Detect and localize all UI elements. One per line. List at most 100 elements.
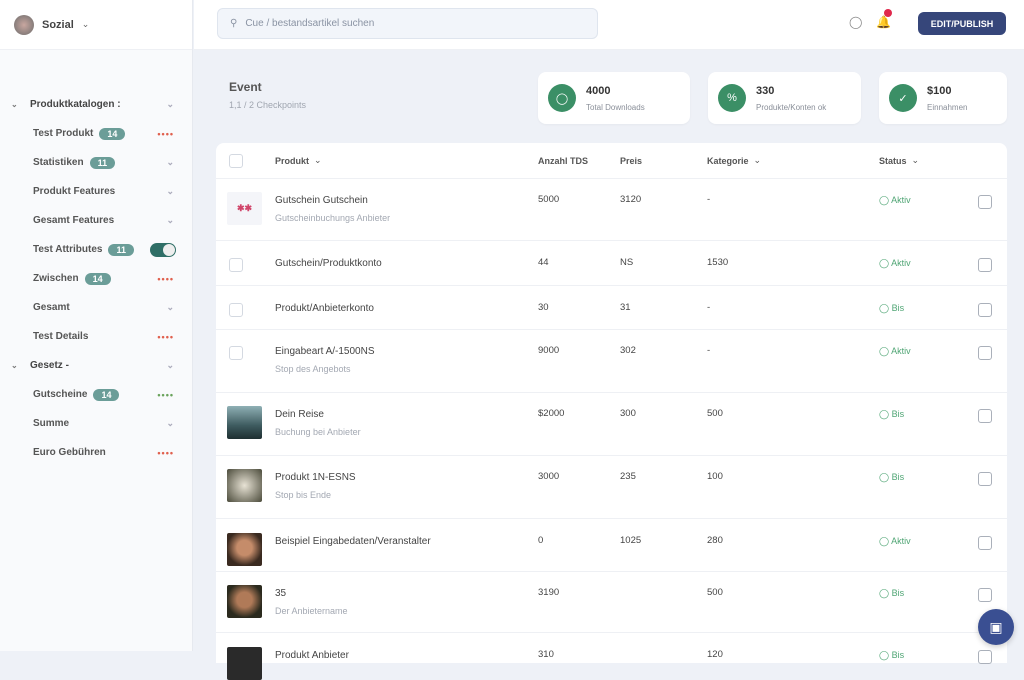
count-badge: 14 <box>84 272 111 285</box>
more-icon[interactable]: •••• <box>157 128 174 139</box>
count-badge: 11 <box>89 156 116 169</box>
status-text: Bis <box>891 472 905 482</box>
product-name[interactable]: Gutschein Gutschein <box>275 195 368 206</box>
more-icon[interactable]: •••• <box>157 331 174 342</box>
sidebar-item[interactable]: Test Details •••• <box>0 322 192 351</box>
status-text: Bis <box>891 650 905 660</box>
column-label: Produkt <box>275 155 310 166</box>
stat-label: Einnahmen <box>927 102 968 112</box>
more-icon[interactable]: •••• <box>157 273 174 284</box>
table-row[interactable]: Produkt/Anbieterkonto 30 31 - ◯ Bis <box>216 285 1007 329</box>
row-action-checkbox[interactable] <box>978 195 992 209</box>
edit-publish-button[interactable]: EDIT/PUBLISH <box>918 12 1006 35</box>
product-name[interactable]: Produkt Anbieter <box>275 650 349 661</box>
product-name[interactable]: Dein Reise <box>275 409 324 420</box>
table-row[interactable]: Produkt Anbieter 310 120 ◯ Bis <box>216 632 1007 680</box>
table-row[interactable]: Beispiel Eingabedaten/Veranstalter 0 1025 2… <box>216 518 1007 571</box>
sidebar-item[interactable]: Euro Gebühren •••• <box>0 438 192 467</box>
select-all-checkbox[interactable] <box>229 154 243 168</box>
cell-c3: - <box>707 302 711 313</box>
row-action-checkbox[interactable] <box>978 588 992 602</box>
stat-value: 4000 <box>586 84 611 97</box>
cell-c2: 300 <box>620 408 636 419</box>
sidebar-item[interactable]: Gesamt Features ⌄ <box>0 206 192 235</box>
row-action-checkbox[interactable] <box>978 472 992 486</box>
table-row[interactable]: Dein Reise Buchung bei Anbieter $2000 300 50… <box>216 392 1007 455</box>
search-input[interactable]: ⚲ Cue / bestandsartikel suchen <box>217 8 598 39</box>
workspace-switcher[interactable]: Sozial ⌄ <box>0 0 192 50</box>
table-row[interactable]: ✱✱ Gutschein Gutschein Gutscheinbuchungs A… <box>216 178 1007 240</box>
row-action-checkbox[interactable] <box>978 650 992 664</box>
sidebar-item[interactable]: Produkt Features ⌄ <box>0 177 192 206</box>
chevron-down-icon[interactable]: ⌄ <box>166 418 174 428</box>
product-thumbnail <box>227 469 262 502</box>
column-header[interactable]: Anzahl TDS <box>538 143 588 178</box>
sidebar-item[interactable]: Test Produkt 14 •••• <box>0 119 192 148</box>
status-icon: ◯ <box>879 303 890 313</box>
table-row[interactable]: Eingabeart A/-1500NS Stop des Angebots 900… <box>216 329 1007 392</box>
cell-c1: 5000 <box>538 194 560 205</box>
bell-icon[interactable]: 🔔 <box>876 15 891 29</box>
cell-c2: 3120 <box>620 194 642 205</box>
row-action-checkbox[interactable] <box>978 303 992 317</box>
product-name[interactable]: Beispiel Eingabedaten/Veranstalter <box>275 536 431 547</box>
chevron-down-icon[interactable]: ⌄ <box>166 360 174 370</box>
status-icon: ◯ <box>879 472 890 482</box>
more-icon[interactable]: •••• <box>157 447 174 458</box>
more-icon[interactable]: •••• <box>157 389 174 400</box>
sidebar-item[interactable]: Test Attributes 11 <box>0 235 192 264</box>
column-header[interactable]: Kategorie ⌄ <box>707 143 761 178</box>
product-thumbnail <box>227 585 262 618</box>
ticket-icon: % <box>718 84 746 112</box>
sidebar-item[interactable]: ⌄ Gesetz - ⌄ <box>0 351 192 380</box>
chevron-down-icon[interactable]: ⌄ <box>166 157 174 167</box>
table-row[interactable]: 35 Der Anbietername 3190 500 ◯ Bis <box>216 571 1007 632</box>
row-checkbox[interactable] <box>229 346 243 360</box>
cell-c1: 9000 <box>538 345 560 356</box>
column-header[interactable]: Preis <box>620 143 642 178</box>
sidebar-item[interactable]: Gesamt ⌄ <box>0 293 192 322</box>
sidebar-item[interactable]: Summe ⌄ <box>0 409 192 438</box>
chevron-down-icon[interactable]: ⌄ <box>166 186 174 196</box>
count-badge: 14 <box>99 127 126 140</box>
row-checkbox[interactable] <box>229 303 243 317</box>
product-name[interactable]: Eingabeart A/-1500NS <box>275 346 375 357</box>
product-name[interactable]: Produkt/Anbieterkonto <box>275 303 374 314</box>
product-thumbnail <box>227 406 262 439</box>
cell-c1: 44 <box>538 257 549 268</box>
cell-c1: $2000 <box>538 408 565 419</box>
status-icon: ◯ <box>879 346 890 356</box>
sidebar-item[interactable]: Gutscheine 14 •••• <box>0 380 192 409</box>
status-text: Aktiv <box>891 536 911 546</box>
cell-c2: 302 <box>620 345 636 356</box>
row-checkbox[interactable] <box>229 258 243 272</box>
help-icon[interactable]: ◯ <box>849 15 863 29</box>
search-icon: ⚲ <box>230 18 238 29</box>
product-name[interactable]: Produkt 1N-ESNS <box>275 472 356 483</box>
chevron-down-icon[interactable]: ⌄ <box>166 99 174 109</box>
table-row[interactable]: Produkt 1N-ESNS Stop bis Ende 3000 235 100 ◯ … <box>216 455 1007 518</box>
stat-value: $100 <box>927 84 952 97</box>
sidebar-item[interactable]: Statistiken 11 ⌄ <box>0 148 192 177</box>
product-name[interactable]: Gutschein/Produktkonto <box>275 258 382 269</box>
sidebar-item-label: Zwischen <box>33 273 79 284</box>
product-subtitle: Stop bis Ende <box>275 490 332 500</box>
column-header[interactable]: Produkt ⌄ <box>275 143 322 178</box>
toggle-switch[interactable] <box>150 242 176 257</box>
product-name[interactable]: 35 <box>275 588 287 599</box>
table-row[interactable]: Gutschein/Produktkonto 44 NS 1530 ◯ Aktiv <box>216 240 1007 285</box>
row-action-checkbox[interactable] <box>978 346 992 360</box>
chevron-down-icon[interactable]: ⌄ <box>166 215 174 225</box>
sidebar-item-label: Gutscheine <box>33 389 88 400</box>
column-header[interactable]: Status ⌄ <box>879 143 919 178</box>
row-action-checkbox[interactable] <box>978 258 992 272</box>
chevron-down-icon[interactable]: ⌄ <box>166 302 174 312</box>
status-badge: ◯ Aktiv <box>879 258 911 269</box>
sidebar-item[interactable]: Zwischen 14 •••• <box>0 264 192 293</box>
chat-button[interactable]: ▣ <box>978 609 1014 645</box>
status-text: Aktiv <box>891 258 911 268</box>
row-action-checkbox[interactable] <box>978 409 992 423</box>
status-badge: ◯ Aktiv <box>879 346 911 357</box>
row-action-checkbox[interactable] <box>978 536 992 550</box>
sidebar-item[interactable]: ⌄ Produktkatalogen : ⌄ <box>0 90 192 119</box>
